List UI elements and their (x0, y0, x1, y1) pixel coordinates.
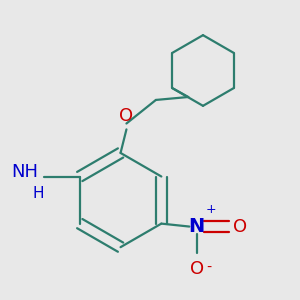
Text: O: O (190, 260, 204, 278)
Text: -: - (206, 260, 212, 274)
Text: H: H (33, 186, 44, 201)
Text: NH: NH (11, 163, 38, 181)
Text: +: + (206, 203, 216, 216)
Text: O: O (119, 107, 134, 125)
Text: O: O (233, 218, 248, 236)
Text: N: N (189, 217, 205, 236)
